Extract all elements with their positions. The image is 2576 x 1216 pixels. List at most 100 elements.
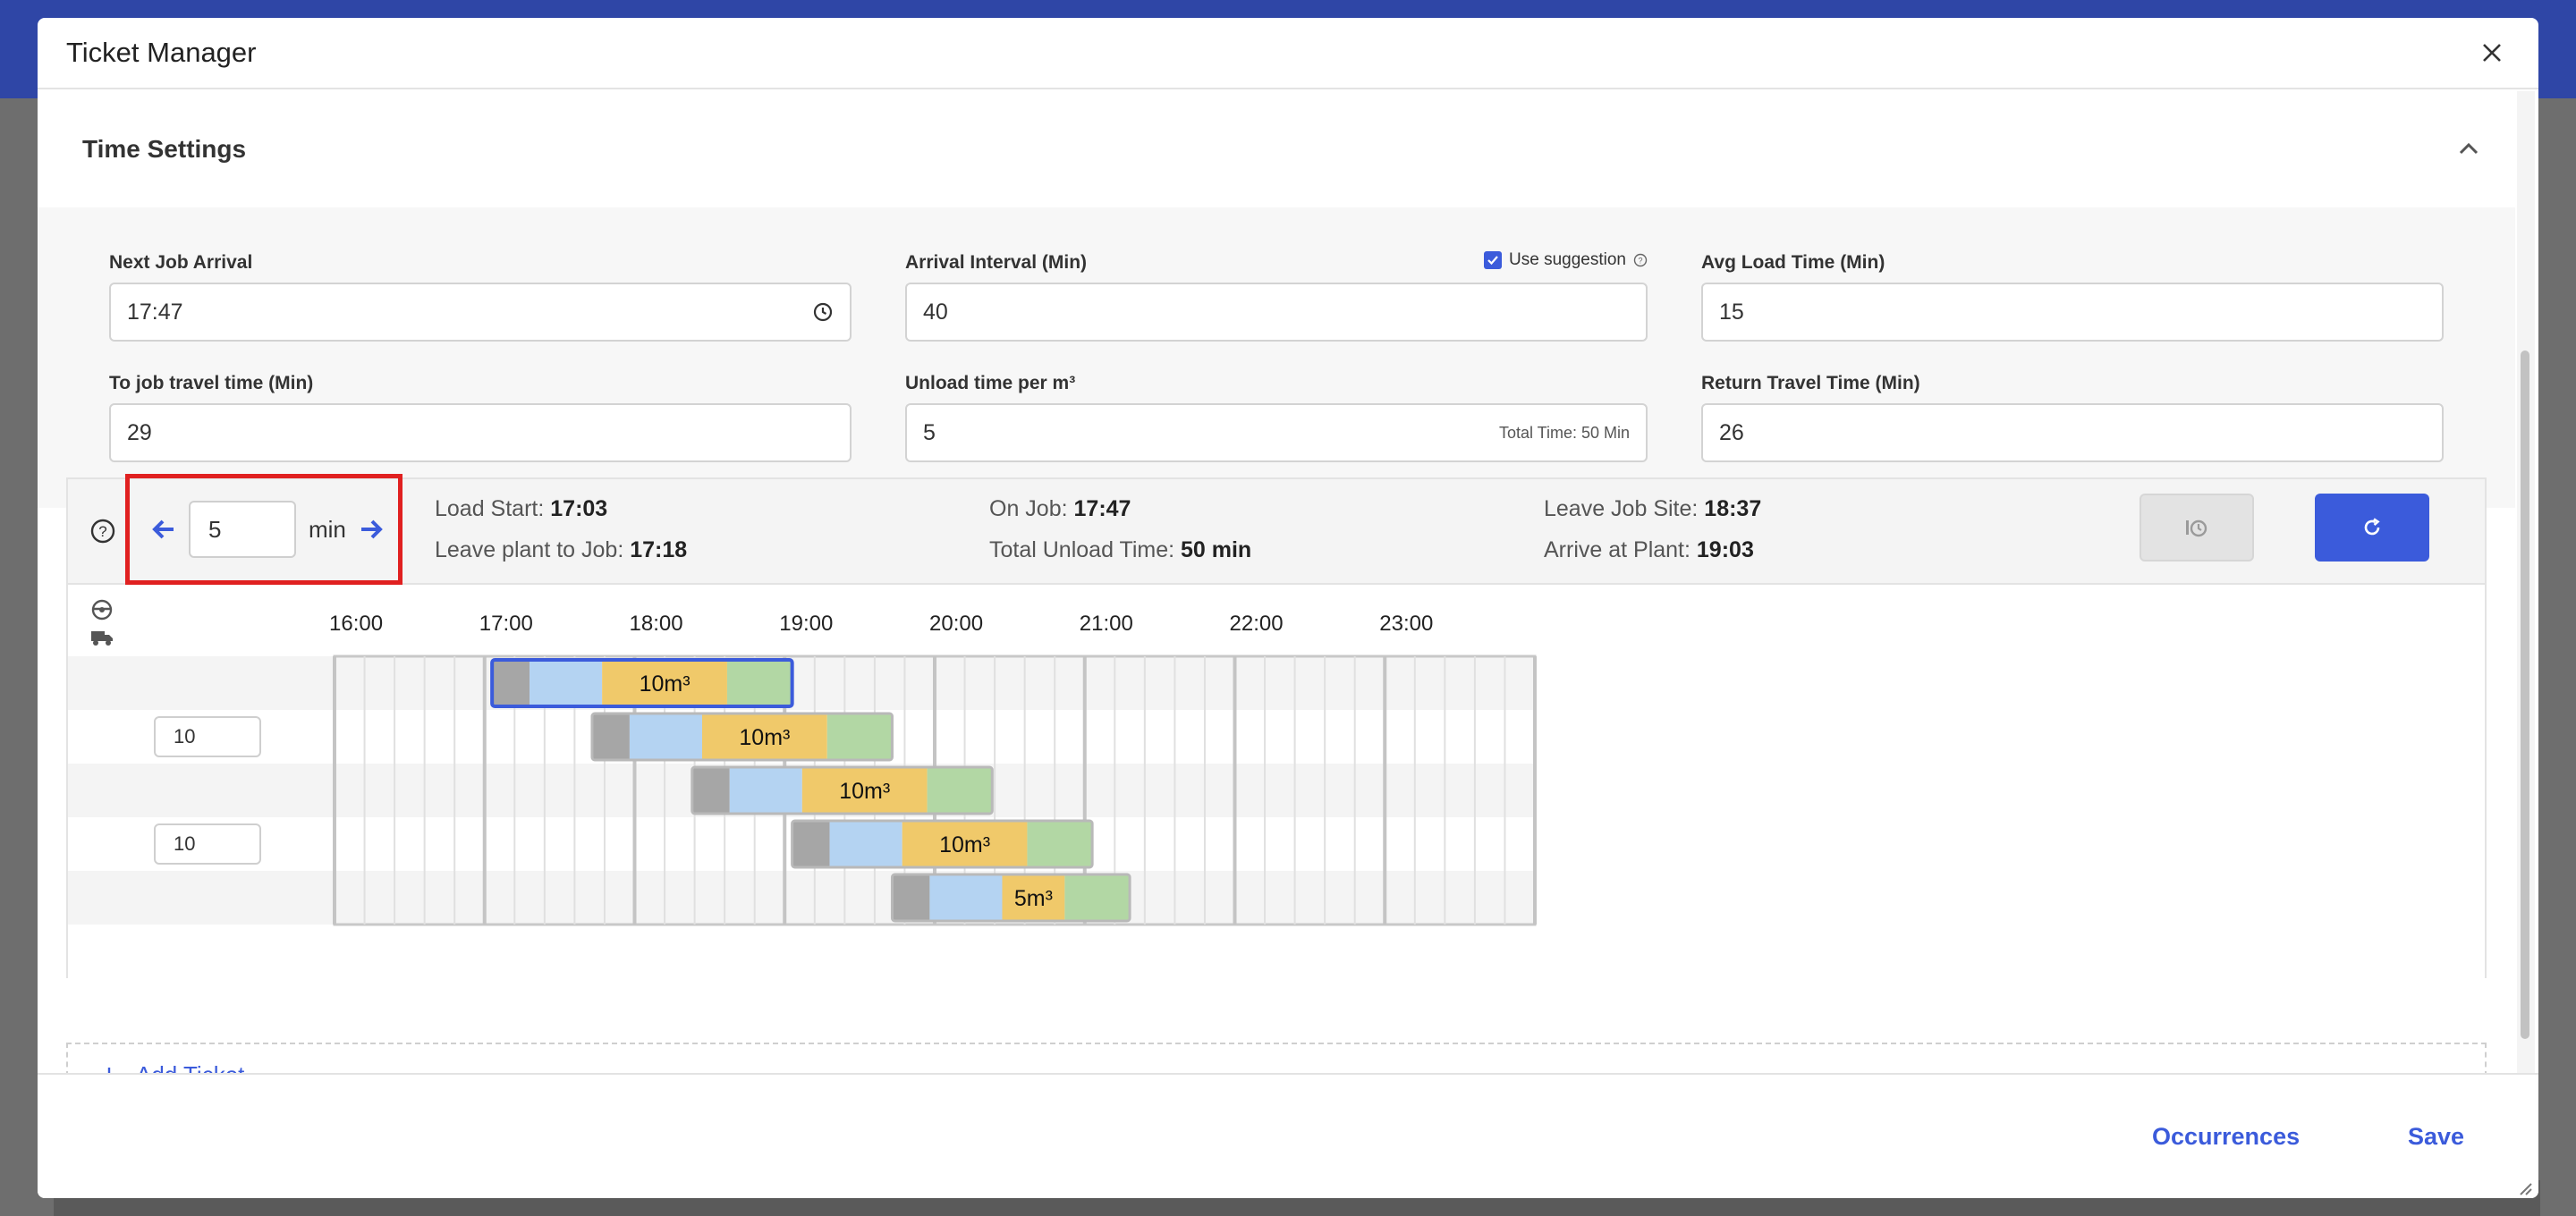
ticket-bar — [890, 873, 1131, 923]
ticket-travel-segment — [530, 660, 603, 706]
ticket-volume-label: 5m³ — [1014, 886, 1053, 911]
time-axis-tick: 18:00 — [629, 612, 683, 636]
time-shift-stepper: 5 min — [125, 474, 402, 585]
ticket-unload-segment — [801, 767, 928, 814]
checkbox-checked-icon[interactable] — [1484, 251, 1503, 269]
field-value: 26 — [1719, 419, 1744, 445]
avg-load-time-input[interactable]: 15 — [1701, 283, 2444, 342]
time-axis-tick: 20:00 — [929, 612, 984, 636]
ticket-return-segment — [726, 660, 792, 706]
field-value: 29 — [127, 419, 152, 445]
leave-plant-label: Leave plant to Job: — [435, 537, 624, 562]
return-travel-input[interactable]: 26 — [1701, 403, 2444, 462]
reset-schedule-button[interactable] — [2140, 494, 2254, 562]
ticket-load-segment — [892, 874, 930, 921]
ticket-bar — [791, 819, 1094, 869]
gantt-chart-area: 16:00 17:00 18:00 19:00 20:00 21:00 22:00 23:00… — [66, 585, 2487, 978]
refresh-button[interactable] — [2315, 494, 2429, 562]
field-value: 5 — [923, 419, 936, 445]
next-job-arrival-input[interactable]: 17:47 — [109, 283, 852, 342]
ticket-volume-label: 10m³ — [640, 671, 691, 697]
help-icon[interactable]: ? — [89, 518, 116, 545]
arrow-right-icon[interactable] — [359, 517, 384, 542]
arrow-left-icon[interactable] — [151, 517, 176, 542]
time-axis-tick: 23:00 — [1379, 612, 1434, 636]
ticket-bar — [590, 712, 894, 762]
ticket-unload-segment — [902, 821, 1028, 867]
section-title: Time Settings — [82, 135, 247, 163]
ticket-bar — [490, 658, 794, 708]
help-icon[interactable]: ? — [1633, 253, 1648, 267]
leave-site-value: 18:37 — [1704, 496, 1762, 521]
summary-job: On Job: 17:47 Total Unload Time: 50 min — [989, 488, 1251, 570]
time-shift-input[interactable]: 5 — [189, 501, 296, 558]
ticket-unload-segment — [1002, 874, 1065, 921]
load-start-value: 17:03 — [550, 496, 608, 521]
ticket-return-segment — [927, 767, 993, 814]
resize-handle-icon[interactable] — [2517, 1180, 2533, 1196]
arrive-plant-label: Arrive at Plant: — [1544, 537, 1690, 562]
summary-return: Leave Job Site: 18:37 Arrive at Plant: 1… — [1544, 488, 1761, 570]
to-job-travel-field: To job travel time (Min) 29 — [109, 373, 852, 462]
return-travel-field: Return Travel Time (Min) 26 — [1701, 373, 2444, 462]
ticket-quantity-input[interactable]: 10 — [154, 823, 261, 865]
close-button[interactable] — [2474, 36, 2510, 71]
leave-plant-value: 17:18 — [630, 537, 688, 562]
time-settings-header[interactable]: Time Settings — [38, 91, 2515, 207]
total-time-hint: Total Time: 50 Min — [1498, 423, 1630, 442]
scrollbar-thumb[interactable] — [2521, 350, 2529, 1039]
arrival-interval-input[interactable]: 40 — [905, 283, 1648, 342]
field-label: Next Job Arrival — [109, 252, 253, 273]
ticket-volume-label: 10m³ — [739, 725, 790, 750]
row-stripe — [68, 871, 1535, 925]
time-axis-tick: 16:00 — [329, 612, 384, 636]
save-button[interactable]: Save — [2408, 1123, 2465, 1150]
ticket-load-segment — [792, 821, 830, 867]
unload-time-field: Unload time per m³ 5 Total Time: 50 Min — [905, 373, 1648, 462]
unload-time-input[interactable]: 5 Total Time: 50 Min — [905, 403, 1648, 462]
ticket-quantity-input[interactable]: 10 — [154, 716, 261, 757]
svg-text:?: ? — [98, 523, 106, 540]
time-axis-tick: 22:00 — [1229, 612, 1284, 636]
ticket-unload-segment — [602, 660, 727, 706]
on-job-label: On Job: — [989, 496, 1068, 521]
chevron-up-icon[interactable] — [2456, 137, 2481, 162]
field-value: 15 — [1719, 299, 1744, 325]
ticket-travel-segment — [729, 767, 802, 814]
to-job-travel-input[interactable]: 29 — [109, 403, 852, 462]
dialog-header: Ticket Manager — [38, 18, 2538, 89]
ticket-manager-dialog: Ticket Manager Time Settings Next Job Ar… — [38, 18, 2538, 1198]
load-start-label: Load Start: — [435, 496, 545, 521]
ticket-travel-segment — [629, 714, 702, 760]
arrival-interval-field: Arrival Interval (Min) Use suggestion ? … — [905, 250, 1648, 342]
time-shift-unit: min — [309, 515, 346, 543]
on-job-value: 17:47 — [1073, 496, 1131, 521]
scrollbar[interactable] — [2517, 91, 2535, 1075]
field-label: Arrival Interval (Min) — [905, 252, 1088, 273]
svg-text:?: ? — [1638, 257, 1642, 266]
field-value: 40 — [923, 299, 948, 325]
time-settings-panel: Next Job Arrival 17:47 Arrival Interval … — [38, 207, 2515, 508]
total-unload-label: Total Unload Time: — [989, 537, 1175, 562]
next-job-arrival-field: Next Job Arrival 17:47 — [109, 252, 852, 342]
timeline-toolbar: ? 5 min Load Start: 17:03 Leave plant to… — [66, 474, 2487, 585]
dialog-body: Time Settings Next Job Arrival 17:47 Arr… — [38, 91, 2515, 1075]
dialog-footer: Occurrences Save — [38, 1073, 2538, 1198]
steering-wheel-icon — [91, 599, 113, 621]
occurrences-button[interactable]: Occurrences — [2152, 1123, 2301, 1150]
time-axis-tick: 21:00 — [1079, 612, 1133, 636]
clock-icon[interactable] — [812, 301, 834, 323]
ticket-load-segment — [691, 767, 730, 814]
ticket-return-segment — [1027, 821, 1093, 867]
ticket-return-segment — [1064, 874, 1131, 921]
close-icon — [2483, 43, 2501, 62]
time-axis-tick: 17:00 — [479, 612, 533, 636]
field-label: Return Travel Time (Min) — [1701, 373, 1920, 393]
ticket-bar — [691, 765, 994, 815]
field-label: Avg Load Time (Min) — [1701, 252, 1885, 273]
field-value: 17:47 — [127, 299, 183, 325]
ticket-unload-segment — [701, 714, 827, 760]
time-axis-tick: 19:00 — [779, 612, 834, 636]
truck-clock-icon — [2186, 519, 2207, 537]
use-suggestion-toggle[interactable]: Use suggestion ? — [1484, 250, 1648, 270]
